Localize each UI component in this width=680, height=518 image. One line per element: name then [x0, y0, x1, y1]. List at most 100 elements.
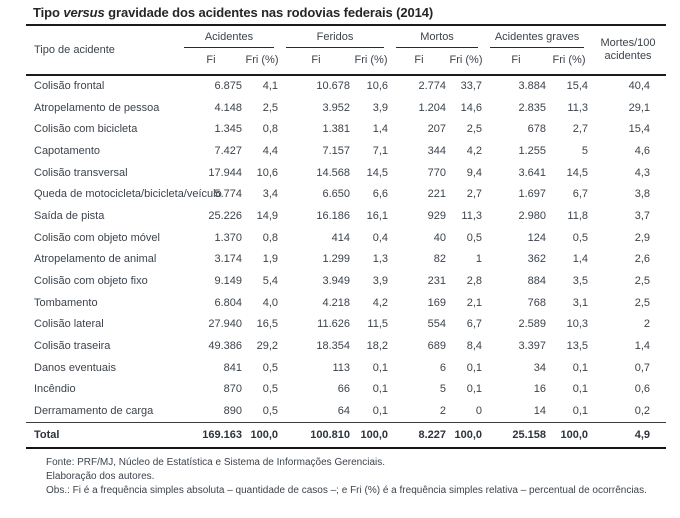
cell-value: 0,2 — [634, 404, 651, 417]
row-label: Atropelamento de pessoa — [34, 101, 160, 114]
subheader-feridos-fi: Fi — [280, 48, 352, 76]
cell-value: 14.568 — [316, 166, 350, 179]
cell-value: 5,4 — [262, 275, 278, 288]
table-body: Colisão frontal 6.875 4,1 10.678 10,6 2.774 33… — [26, 75, 667, 449]
cell-value: 0,1 — [466, 361, 482, 374]
source-note: Fonte: PRF/MJ, Núcleo de Estatística e S… — [46, 457, 386, 468]
cell-value: 1,4 — [634, 340, 651, 353]
cell-value: 414 — [331, 231, 350, 244]
group-header-acidentes-label: Acidentes — [184, 31, 274, 48]
cell-value: 100,0 — [548, 421, 591, 449]
subheader-acidentes-fi: Fi — [178, 48, 244, 76]
cell-value: 5 — [439, 383, 446, 396]
cell-value: 14,6 — [460, 101, 482, 114]
cell-value: 40,4 — [628, 80, 651, 93]
cell-value: 870 — [223, 383, 242, 396]
cell-value: 2.774 — [418, 80, 446, 93]
cell-value: 64 — [337, 404, 350, 417]
column-header-tipo-de-acidente: Tipo de acidente — [26, 25, 178, 76]
table-row: Queda de motocicleta/bicicleta/veículo 5.… — [26, 183, 666, 205]
cell-value: 169.163 — [178, 421, 244, 449]
cell-value: 6,7 — [572, 188, 589, 201]
cell-value: 1.299 — [322, 253, 350, 266]
cell-value: 2,6 — [634, 253, 651, 266]
cell-value: 1.381 — [322, 123, 350, 136]
row-label: Danos eventuais — [34, 361, 116, 374]
cell-value: 2,7 — [466, 188, 482, 201]
cell-value: 768 — [527, 296, 546, 309]
cell-value: 9,4 — [466, 166, 482, 179]
cell-value: 3.641 — [518, 166, 546, 179]
table-row: Danos eventuais 841 0,5 113 0,1 6 0,1 34 0,1 0,7 — [26, 357, 666, 379]
cell-value: 27.940 — [208, 318, 242, 331]
cell-value: 14,5 — [366, 166, 388, 179]
total-row: Total 169.163 100,0 100.810 100,0 8.227 100,0 2… — [26, 421, 667, 449]
row-label: Capotamento — [34, 144, 101, 157]
cell-value: 3.174 — [214, 253, 242, 266]
cell-value: 3,5 — [572, 275, 589, 288]
cell-value: 3.949 — [322, 275, 350, 288]
row-label: Colisão com bicicleta — [34, 123, 138, 136]
cell-value: 0 — [475, 404, 482, 417]
cell-value: 929 — [427, 209, 446, 222]
cell-value: 66 — [337, 383, 350, 396]
row-label: Queda de motocicleta/bicicleta/veículo — [34, 188, 222, 201]
cell-value: 0,1 — [572, 383, 589, 396]
cell-value: 11,3 — [461, 209, 482, 222]
cell-value: 17.944 — [208, 166, 242, 179]
subheader-feridos-fri: Fri (%) — [352, 48, 390, 76]
cell-value: 15,4 — [628, 123, 651, 136]
cell-value: 4,2 — [372, 296, 388, 309]
cell-value: 0,1 — [572, 361, 589, 374]
table-footer: Fonte: PRF/MJ, Núcleo de Estatística e S… — [46, 456, 680, 497]
column-header-mortes-100-acidentes: Mortes/100 acidentes — [590, 25, 667, 76]
cell-value: 8.227 — [390, 421, 448, 449]
document-page: Tipo versus gravidade dos acidentes nas … — [0, 5, 680, 518]
cell-value: 4,6 — [634, 144, 651, 157]
subheader-graves-fri: Fri (%) — [548, 48, 591, 76]
cell-value: 2,8 — [466, 275, 482, 288]
cell-value: 2.980 — [518, 209, 546, 222]
cell-value: 221 — [427, 188, 446, 201]
elaboration-note: Elaboração dos autores. — [46, 470, 155, 482]
cell-value: 2,5 — [262, 101, 278, 114]
cell-value: 11,5 — [367, 318, 388, 331]
cell-value: 10,3 — [566, 318, 589, 331]
cell-value: 18,2 — [366, 340, 388, 353]
accidents-severity-table: Tipo de acidente Acidentes Feridos Morto… — [26, 24, 667, 449]
cell-value: 2,5 — [634, 275, 651, 288]
subheader-mortos-fri: Fri (%) — [448, 48, 484, 76]
cell-value: 2,1 — [466, 296, 482, 309]
cell-value: 0,6 — [634, 383, 651, 396]
cell-value: 0,1 — [372, 404, 388, 417]
cell-value: 100,0 — [448, 421, 484, 449]
cell-value: 0,1 — [372, 383, 388, 396]
cell-value: 33,7 — [460, 80, 482, 93]
cell-value: 1 — [475, 253, 482, 266]
cell-value: 11,3 — [567, 101, 589, 114]
cell-value: 169 — [427, 296, 446, 309]
group-header-row: Tipo de acidente Acidentes Feridos Morto… — [26, 25, 667, 76]
cell-value: 5 — [581, 144, 589, 157]
subheader-mortos-fi: Fi — [390, 48, 448, 76]
cell-value: 6,7 — [466, 318, 482, 331]
group-header-mortos-label: Mortos — [396, 31, 478, 48]
cell-value: 0,8 — [262, 123, 278, 136]
table-row: Colisão com objeto móvel 1.370 0,8 414 0,4 40… — [26, 227, 666, 249]
row-label: Colisão transversal — [34, 166, 128, 179]
cell-value: 2 — [439, 404, 446, 417]
cell-value: 4,1 — [262, 80, 278, 93]
cell-value: 3.397 — [518, 340, 546, 353]
cell-value: 770 — [427, 166, 446, 179]
cell-value: 362 — [527, 253, 546, 266]
table-row: Atropelamento de pessoa 4.148 2,5 3.952 3,9 1… — [26, 97, 666, 119]
table-title: Tipo versus gravidade dos acidentes nas … — [33, 5, 680, 20]
row-label: Total — [26, 421, 178, 449]
cell-value: 49.386 — [208, 340, 242, 353]
cell-value: 14,5 — [566, 166, 589, 179]
row-label: Derramamento de carga — [34, 404, 154, 417]
cell-value: 14 — [533, 404, 546, 417]
cell-value: 1.697 — [518, 188, 546, 201]
cell-value: 15,4 — [566, 80, 589, 93]
cell-value: 2 — [643, 318, 651, 331]
